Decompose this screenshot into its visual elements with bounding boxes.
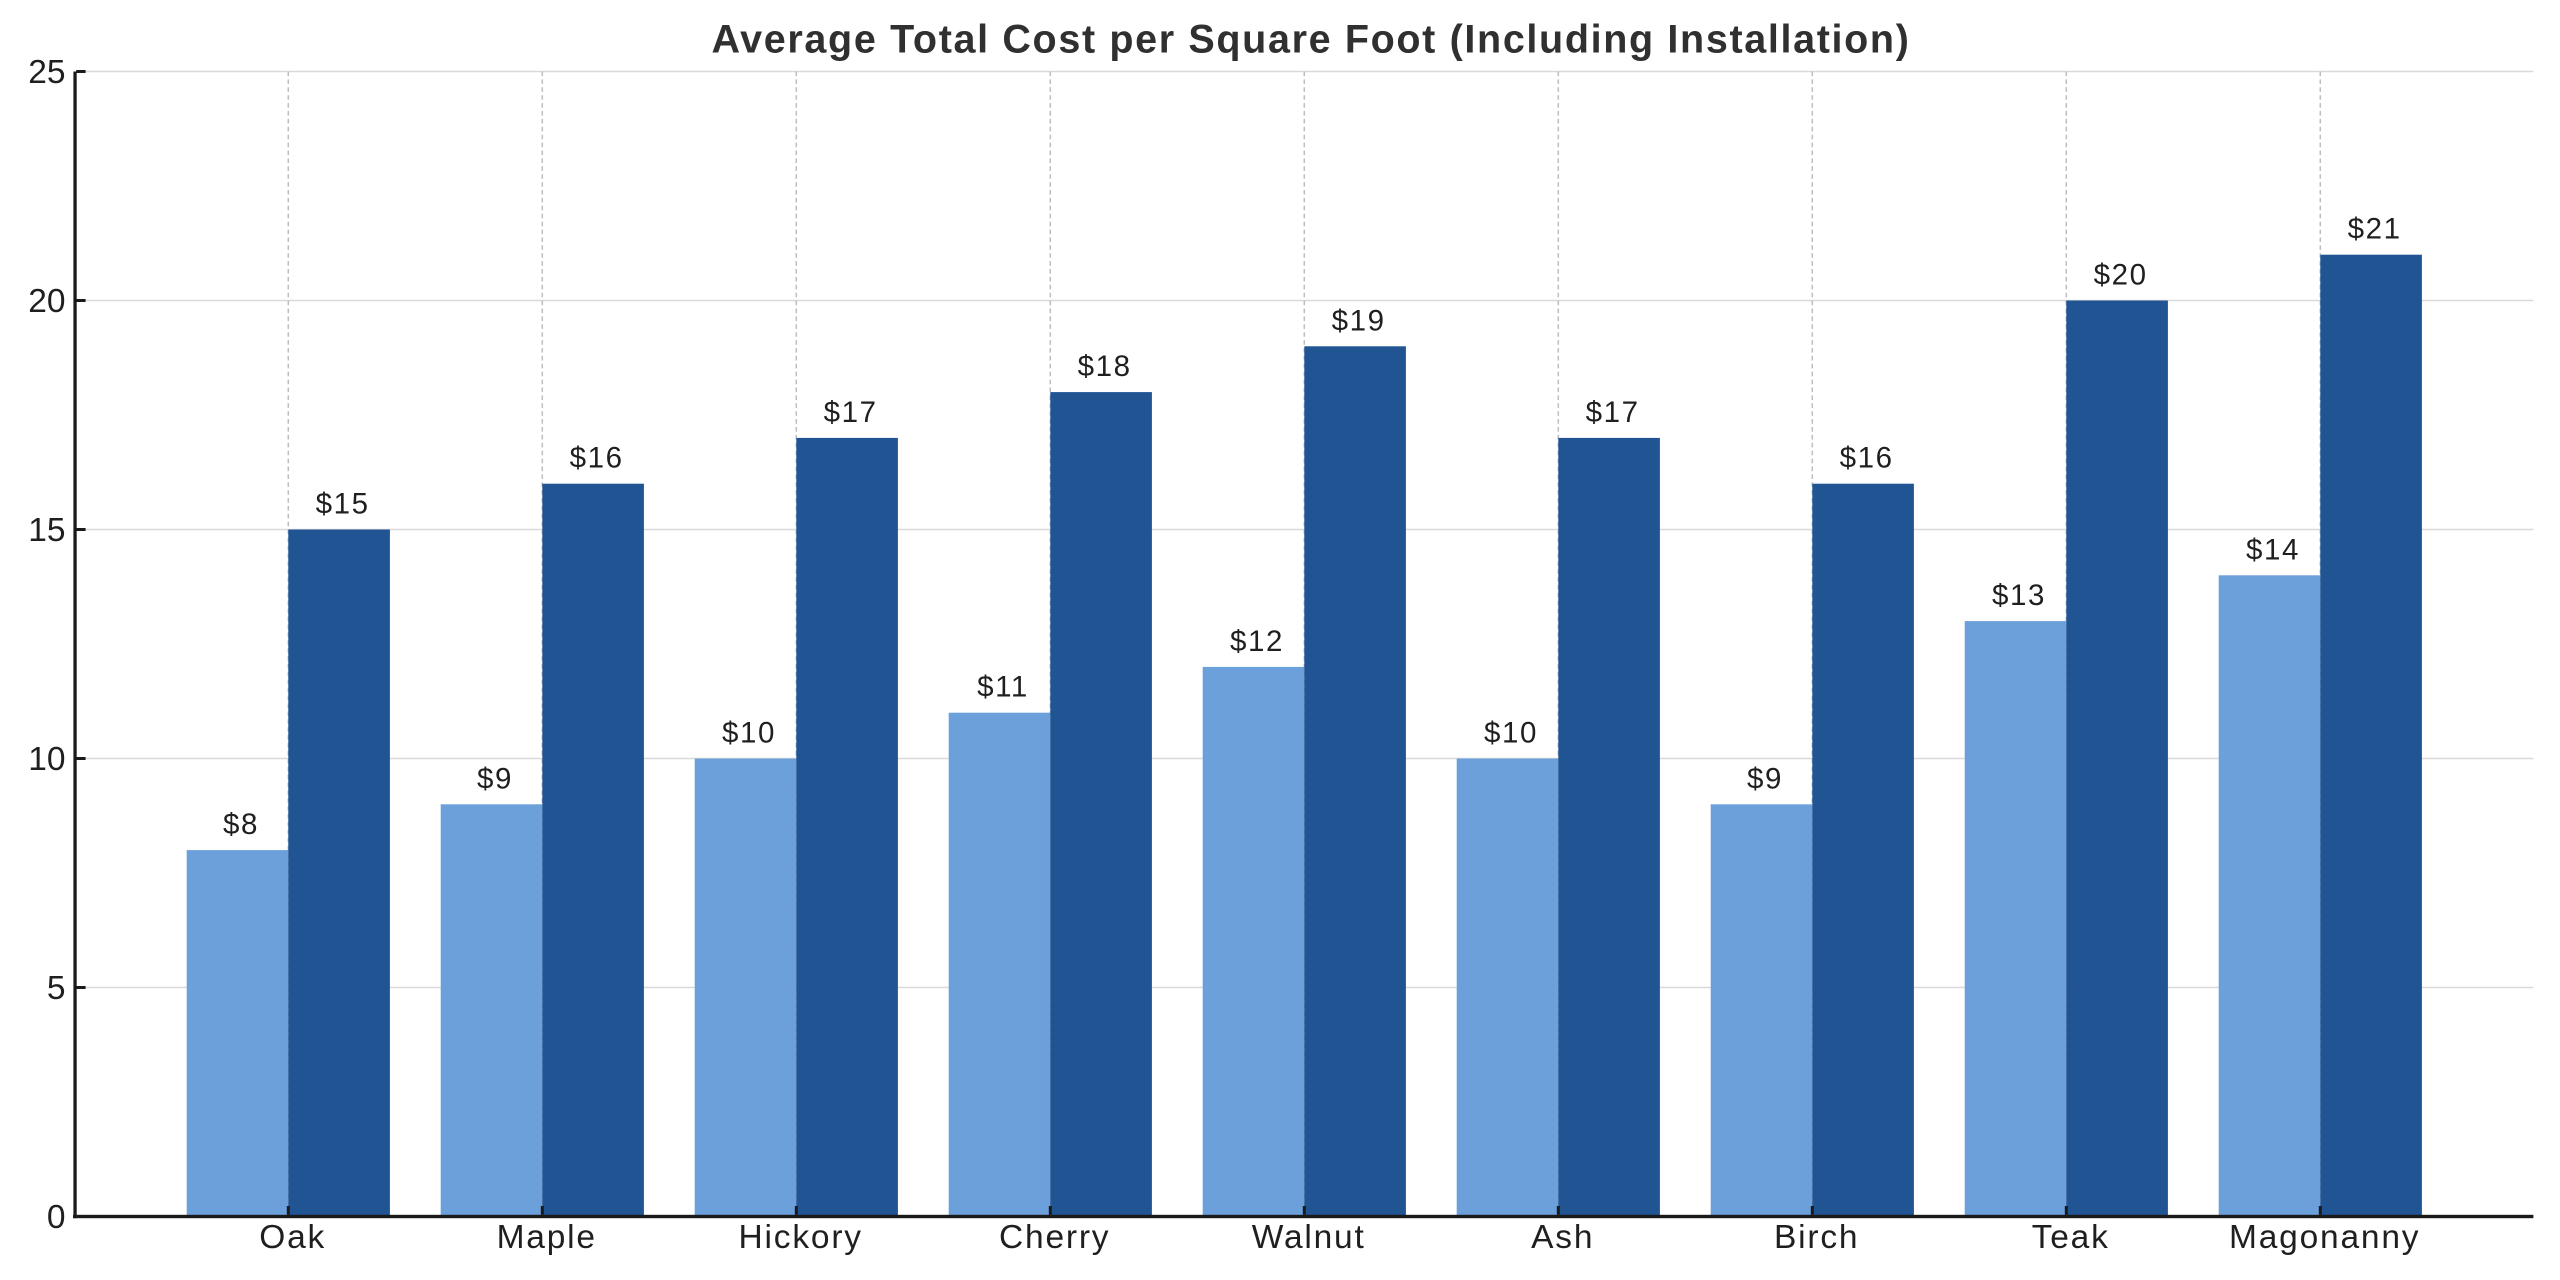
svg-text:Birch: Birch <box>1774 1219 1859 1256</box>
svg-text:Cherry: Cherry <box>999 1219 1110 1256</box>
svg-text:Oak: Oak <box>259 1219 326 1256</box>
svg-text:$8: $8 <box>223 808 259 841</box>
svg-text:$14: $14 <box>2246 533 2300 566</box>
svg-text:25: 25 <box>28 54 65 91</box>
svg-text:$11: $11 <box>977 671 1029 704</box>
svg-text:Walnut: Walnut <box>1252 1219 1366 1256</box>
svg-text:20: 20 <box>28 283 65 320</box>
svg-text:$16: $16 <box>1840 442 1894 475</box>
svg-text:$19: $19 <box>1332 304 1386 337</box>
svg-text:$16: $16 <box>570 442 624 475</box>
svg-text:$20: $20 <box>2094 259 2148 292</box>
svg-text:$13: $13 <box>1992 579 2046 612</box>
svg-text:$10: $10 <box>1484 717 1538 750</box>
svg-text:$17: $17 <box>1586 396 1640 429</box>
svg-text:0: 0 <box>47 1199 66 1236</box>
svg-text:15: 15 <box>28 512 65 549</box>
svg-text:Magonanny: Magonanny <box>2229 1219 2420 1256</box>
svg-text:Hickory: Hickory <box>739 1219 863 1256</box>
svg-text:$18: $18 <box>1078 350 1132 383</box>
svg-text:Teak: Teak <box>2032 1219 2110 1256</box>
svg-text:Maple: Maple <box>497 1219 597 1256</box>
svg-text:$9: $9 <box>1747 762 1783 795</box>
svg-text:$12: $12 <box>1230 625 1284 658</box>
svg-text:$17: $17 <box>824 396 878 429</box>
svg-text:$10: $10 <box>722 717 776 750</box>
svg-text:$15: $15 <box>316 488 370 521</box>
svg-text:Ash: Ash <box>1531 1219 1594 1256</box>
svg-text:$9: $9 <box>477 762 513 795</box>
svg-text:5: 5 <box>47 970 66 1007</box>
svg-text:10: 10 <box>28 741 65 778</box>
svg-text:Average Total Cost per Square: Average Total Cost per Square Foot (Incl… <box>711 18 1910 62</box>
svg-text:$21: $21 <box>2348 213 2402 246</box>
